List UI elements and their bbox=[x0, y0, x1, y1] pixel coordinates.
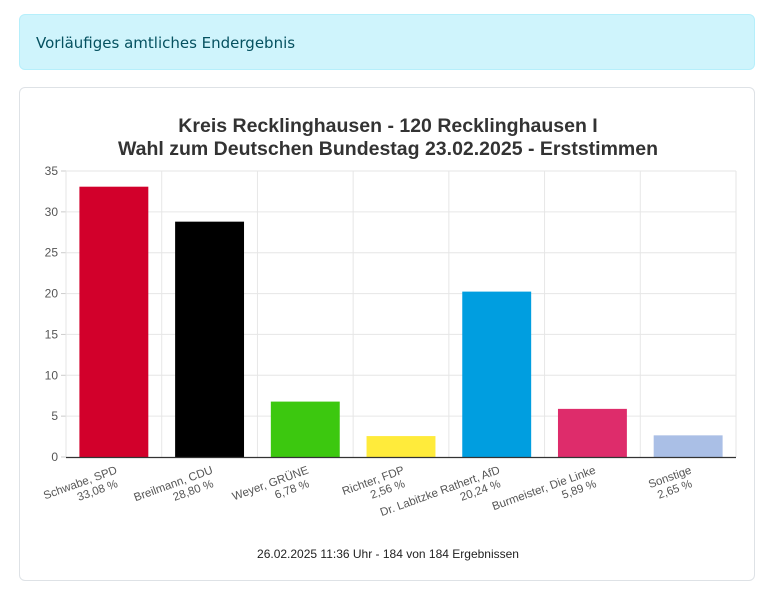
x-tick-label: Weyer, GRÜNE6,78 % bbox=[231, 464, 315, 515]
chart-card: Kreis Recklinghausen - 120 Recklinghause… bbox=[19, 87, 755, 581]
bar-4[interactable] bbox=[462, 291, 532, 457]
x-tick-label: Breilmann, CDU28,80 % bbox=[132, 465, 219, 517]
x-tick-label: Schwabe, SPD33,08 % bbox=[42, 465, 123, 515]
chart-footer: 26.02.2025 11:36 Uhr - 184 von 184 Ergeb… bbox=[257, 547, 519, 561]
chart-title-line-2: Wahl zum Deutschen Bundestag 23.02.2025 … bbox=[118, 138, 658, 160]
y-tick-label: 20 bbox=[45, 287, 59, 301]
bar-6[interactable] bbox=[653, 435, 723, 457]
y-tick-label: 35 bbox=[45, 164, 59, 178]
y-tick-label: 5 bbox=[51, 409, 58, 423]
bar-5[interactable] bbox=[557, 408, 627, 457]
x-tick-label: Sonstige2,65 % bbox=[647, 465, 698, 504]
bar-3[interactable] bbox=[366, 436, 436, 457]
x-tick-label: Burmeister, Die Linke5,89 % bbox=[491, 465, 602, 526]
y-tick-label: 10 bbox=[45, 368, 59, 382]
result-status-banner: Vorläufiges amtliches Endergebnis bbox=[19, 14, 755, 70]
y-tick-label: 0 bbox=[51, 450, 58, 464]
bar-2[interactable] bbox=[270, 401, 340, 457]
bar-chart: Kreis Recklinghausen - 120 Recklinghause… bbox=[42, 115, 737, 561]
bar-1[interactable] bbox=[175, 221, 245, 457]
bar-0[interactable] bbox=[79, 186, 149, 457]
y-tick-label: 25 bbox=[45, 246, 59, 260]
y-tick-label: 15 bbox=[45, 327, 59, 341]
y-tick-label: 30 bbox=[45, 205, 59, 219]
chart-title-line-1: Kreis Recklinghausen - 120 Recklinghause… bbox=[178, 115, 597, 137]
